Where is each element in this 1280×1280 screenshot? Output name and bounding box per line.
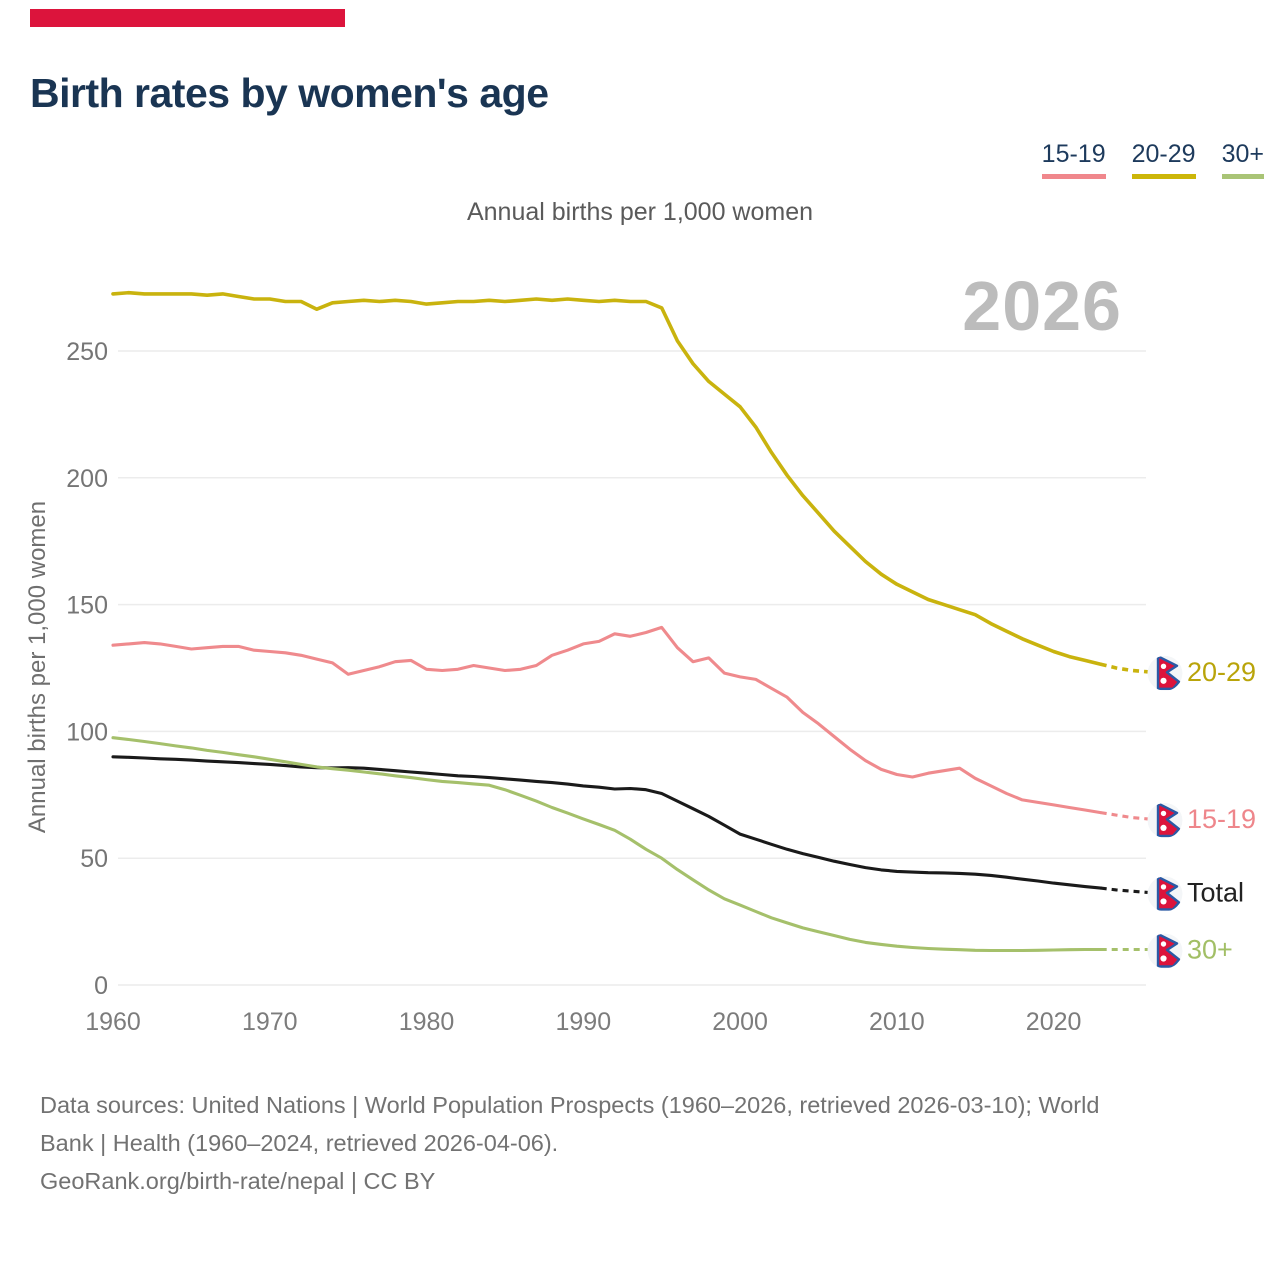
- footer: Data sources: United Nations | World Pop…: [40, 1086, 1099, 1200]
- nepal-flag-icon: [1148, 933, 1183, 968]
- series-lines: 20-29 15-19 Total 30+: [111, 290, 1256, 969]
- year-watermark: 2026: [962, 267, 1122, 345]
- y-tick-label: 50: [80, 845, 108, 873]
- nepal-flag-icon: [1148, 656, 1183, 691]
- series-line-Total: [111, 755, 1103, 890]
- x-tick-label: 1960: [85, 1008, 141, 1036]
- series-end-label-30+: 30+: [1187, 934, 1233, 964]
- x-tick-label: 1990: [555, 1008, 611, 1036]
- series-line-20-29: [111, 290, 1103, 667]
- axis-labels: 0 50 100 150 200 250 1960 1970 1980 1990 2000 2010 2…: [24, 338, 1081, 1036]
- legend-item-15-19[interactable]: 15-19: [1041, 140, 1106, 179]
- x-tick-label: 2000: [712, 1008, 768, 1036]
- nepal-flag-icon: [1148, 803, 1183, 838]
- legend-item-20-29[interactable]: 20-29: [1131, 140, 1196, 179]
- flag-accent-bar: [30, 9, 345, 27]
- series-end-label-20-29: 20-29: [1187, 657, 1256, 687]
- series-end-label-15-19: 15-19: [1187, 804, 1256, 834]
- y-tick-label: 200: [66, 465, 108, 493]
- gridlines: [118, 350, 1146, 986]
- page-title: Birth rates by women's age: [30, 70, 549, 116]
- series-projection-15-19: [1100, 811, 1148, 821]
- series-line-30+: [111, 736, 1103, 953]
- x-tick-label: 1980: [399, 1008, 455, 1036]
- footer-attribution-link: GeoRank.org/birth-rate/nepal | CC BY: [40, 1168, 436, 1194]
- series-end-label-Total: Total: [1187, 877, 1244, 907]
- series-projection-20-29: [1100, 662, 1148, 674]
- x-tick-label: 2010: [869, 1008, 925, 1036]
- x-tick-label: 2020: [1026, 1008, 1082, 1036]
- legend-item-30plus[interactable]: 30+: [1221, 140, 1264, 179]
- chart-subtitle: Annual births per 1,000 women: [466, 198, 814, 226]
- series-line-15-19: [111, 625, 1103, 815]
- footer-data-sources-line-1: Data sources: United Nations | World Pop…: [40, 1092, 1100, 1118]
- nepal-flag-icon: [1148, 876, 1183, 911]
- y-tick-label: 150: [66, 592, 108, 620]
- y-tick-label: 250: [66, 338, 108, 366]
- y-axis-title: Annual births per 1,000 women: [24, 501, 51, 833]
- y-tick-label: 100: [66, 718, 108, 746]
- footer-data-sources-line-2: Bank | Health (1960–2024, retrieved 2026…: [40, 1130, 559, 1156]
- y-tick-label: 0: [94, 972, 108, 1000]
- legend: 15-19 20-29 30+: [1041, 140, 1264, 179]
- series-projection-Total: [1100, 886, 1148, 894]
- x-tick-label: 1970: [242, 1008, 298, 1036]
